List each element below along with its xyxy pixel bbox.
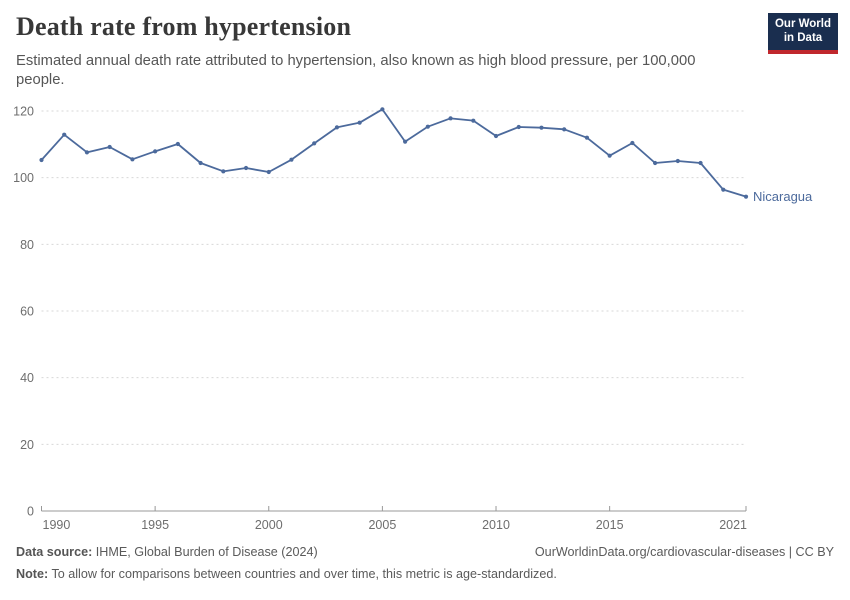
x-tick-label: 1990 (43, 518, 71, 532)
data-point (243, 165, 249, 171)
y-tick-label: 100 (13, 171, 34, 185)
data-point (675, 158, 680, 164)
data-point (266, 169, 271, 175)
data-point (539, 125, 544, 130)
data-point (107, 144, 112, 150)
footer-sources: Data source: IHME, Global Burden of Dise… (16, 545, 834, 559)
data-point (584, 135, 590, 140)
owid-logo[interactable]: Our World in Data (768, 13, 838, 54)
data-point (334, 125, 340, 130)
data-source-text: Data source: IHME, Global Burden of Dise… (16, 545, 318, 559)
data-point (198, 160, 203, 166)
note-value: To allow for comparisons between countri… (48, 567, 557, 581)
data-point (562, 127, 567, 132)
data-point (130, 157, 135, 162)
data-point (175, 141, 180, 147)
logo-line1: Our World (774, 18, 831, 30)
y-tick-label: 20 (20, 438, 34, 452)
data-point (221, 169, 226, 174)
x-tick-label: 2000 (255, 518, 283, 532)
x-tick-label: 2021 (719, 518, 747, 532)
data-point (448, 116, 453, 121)
data-source-value: IHME, Global Burden of Disease (2024) (92, 545, 318, 559)
owid-url-link[interactable]: OurWorldinData.org/cardiovascular-diseas… (534, 545, 834, 559)
note-label: Note: (16, 567, 49, 581)
data-point (153, 149, 158, 154)
data-point (39, 157, 44, 163)
y-tick-label: 60 (20, 305, 34, 319)
data-point (493, 133, 499, 139)
data-point (380, 107, 385, 112)
subtitle-line2: people. (16, 72, 65, 88)
footer-note: Note: To allow for comparisons between c… (16, 567, 834, 581)
line-chart: 0 20 40 60 80 100 120 1990 1995 2000 2005 2010 2015 2… (13, 105, 813, 533)
data-point (698, 160, 703, 166)
data-point (516, 124, 521, 130)
y-tick-label: 80 (20, 238, 34, 252)
page-title: Death rate from hypertension (16, 12, 352, 41)
x-tick-label: 1995 (141, 518, 169, 532)
data-point (743, 194, 749, 199)
y-tick-label: 40 (20, 371, 34, 385)
data-point (289, 157, 294, 162)
y-tick-label: 0 (27, 505, 34, 519)
x-tick-label: 2010 (482, 518, 510, 532)
data-point (607, 153, 612, 158)
data-point (357, 120, 362, 125)
subtitle-line1: Estimated annual death rate attributed t… (16, 53, 696, 69)
data-point (471, 118, 476, 123)
series-label-nicaragua[interactable]: Nicaragua (753, 189, 813, 204)
data-point (84, 150, 90, 155)
data-point (721, 187, 726, 192)
data-source-label: Data source: (16, 545, 93, 559)
data-point (652, 160, 658, 166)
x-tick-label: 2015 (596, 518, 624, 532)
y-tick-label: 120 (13, 105, 34, 119)
data-point (62, 132, 67, 137)
nicaragua-line[interactable] (40, 108, 747, 198)
data-point (312, 141, 317, 146)
data-point (425, 124, 430, 129)
data-point (403, 139, 408, 144)
x-tick-label: 2005 (368, 518, 396, 532)
chart-subtitle: Estimated annual death rate attributed t… (16, 52, 695, 90)
data-point (630, 140, 635, 146)
logo-line2: in Data (783, 31, 823, 44)
